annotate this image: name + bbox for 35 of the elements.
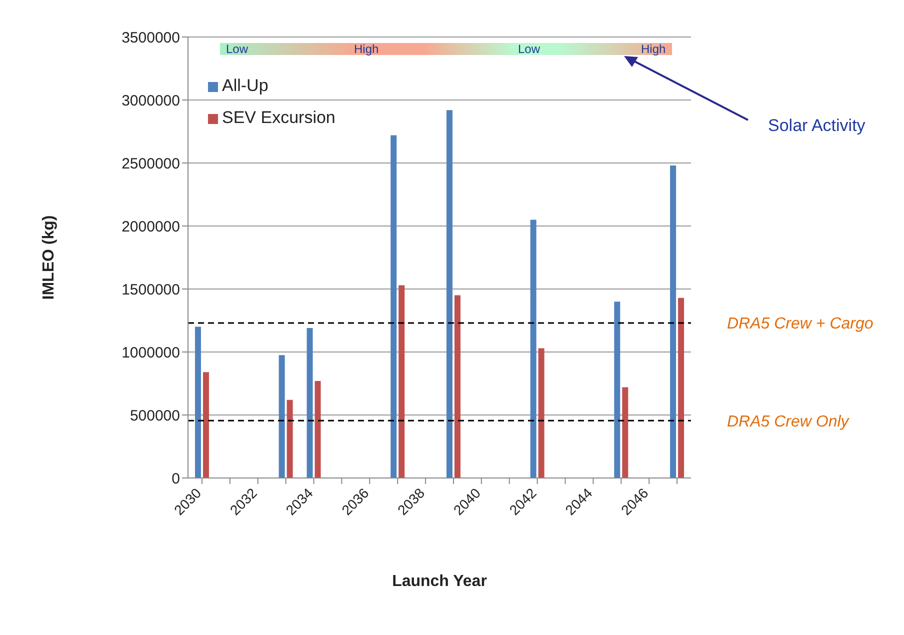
bar (390, 135, 397, 478)
y-tick-label: 2000000 (122, 218, 180, 236)
bar (202, 372, 209, 478)
y-axis-title: IMLEO (kg) (40, 215, 58, 300)
annotation: Low (226, 42, 248, 56)
annotation: High (354, 42, 379, 56)
bar (622, 387, 628, 478)
y-tick-label: 3500000 (122, 29, 180, 46)
text: Solar Activity (768, 116, 866, 136)
y-tick-label: 1000000 (122, 344, 180, 362)
bar (286, 400, 293, 478)
x-axis-title: Launch Year (392, 573, 487, 590)
bar (538, 348, 544, 478)
bar (678, 298, 684, 478)
legend-label: All-Up (222, 76, 268, 95)
y-tick-label: 1500000 (122, 281, 180, 298)
y-tick-label: 3000000 (122, 92, 180, 110)
bar (194, 326, 201, 478)
ref-line-label: DRA5 Crew + Cargo (727, 316, 874, 333)
ref-line-label: DRA5 Crew Only (727, 413, 850, 430)
legend-label: SEV Excursion (222, 108, 336, 127)
bar (670, 166, 676, 478)
annotation: High (641, 42, 666, 56)
y-tick-label: 500000 (130, 407, 180, 424)
bar (278, 355, 285, 478)
bar (398, 285, 405, 478)
bar (446, 110, 452, 478)
bar (314, 380, 321, 478)
bar (306, 328, 313, 478)
bar (454, 295, 460, 478)
bar (614, 302, 620, 478)
annotation: Low (518, 42, 540, 56)
y-tick-label: 0 (172, 470, 180, 488)
bar (530, 220, 536, 478)
y-tick-label: 2500000 (122, 155, 180, 172)
